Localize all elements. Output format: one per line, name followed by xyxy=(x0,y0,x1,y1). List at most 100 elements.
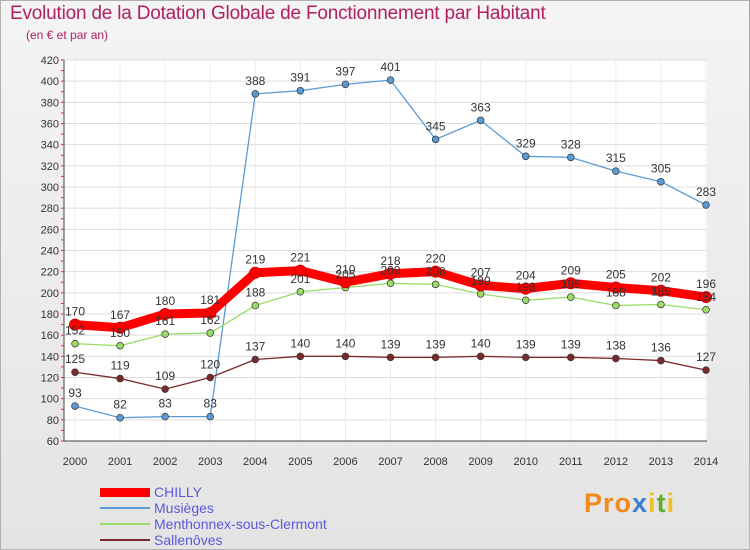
data-point xyxy=(116,374,124,383)
data-label: 209 xyxy=(380,263,400,277)
y-tick-label: 400 xyxy=(41,76,59,88)
legend-label: Sallenôves xyxy=(154,532,223,548)
data-label: 184 xyxy=(696,290,716,304)
data-label: 120 xyxy=(200,358,220,372)
data-label: 93 xyxy=(68,386,82,400)
data-point xyxy=(116,342,124,350)
data-point xyxy=(654,284,667,297)
data-label: 162 xyxy=(200,313,220,327)
data-label: 219 xyxy=(245,253,265,267)
data-point xyxy=(206,412,214,421)
y-tick-label: 120 xyxy=(41,373,59,385)
data-point xyxy=(612,301,620,310)
data-label: 127 xyxy=(696,350,716,364)
proxiti-logo: Proxiti xyxy=(584,488,676,518)
data-label: 180 xyxy=(155,294,175,308)
data-point xyxy=(700,291,712,304)
data-point xyxy=(161,330,169,338)
data-label: 305 xyxy=(651,162,671,176)
data-point xyxy=(71,402,79,410)
data-point xyxy=(161,412,169,421)
x-tick-label: 2006 xyxy=(333,456,357,468)
data-point xyxy=(567,293,575,301)
data-label: 139 xyxy=(516,337,536,351)
data-point xyxy=(702,366,710,374)
data-point xyxy=(71,368,79,376)
data-label: 283 xyxy=(696,185,716,199)
data-point xyxy=(71,339,79,348)
data-point xyxy=(521,296,530,304)
chart-subtitle: (en € et par an) xyxy=(26,28,109,42)
y-tick-label: 380 xyxy=(41,97,59,109)
x-tick-label: 2004 xyxy=(243,456,267,468)
data-point xyxy=(702,306,710,314)
data-point xyxy=(657,300,665,309)
data-point xyxy=(657,356,665,365)
y-tick-label: 300 xyxy=(41,182,59,194)
data-point xyxy=(386,76,395,84)
data-label: 328 xyxy=(561,137,581,151)
data-label: 205 xyxy=(335,268,355,282)
data-label: 196 xyxy=(561,277,581,291)
data-label: 83 xyxy=(158,397,172,411)
data-label: 138 xyxy=(606,338,626,352)
data-point xyxy=(251,301,260,310)
legend-swatch xyxy=(100,487,150,497)
legend-item: CHILLY xyxy=(100,484,327,500)
data-label: 209 xyxy=(561,263,581,277)
data-point xyxy=(339,276,352,289)
data-point xyxy=(612,167,620,175)
x-tick-label: 2002 xyxy=(153,456,177,468)
y-tick-label: 340 xyxy=(41,140,59,152)
data-label: 210 xyxy=(335,262,355,276)
legend-item: Sallenôves xyxy=(100,532,327,548)
data-label: 139 xyxy=(426,337,446,351)
x-tick-label: 2011 xyxy=(559,456,583,468)
data-point xyxy=(609,281,622,294)
legend-label: Musièges xyxy=(154,500,214,516)
y-tick-label: 220 xyxy=(41,267,59,279)
data-point xyxy=(429,265,442,278)
data-point xyxy=(521,353,530,362)
data-label: 193 xyxy=(516,280,536,294)
data-label: 119 xyxy=(111,359,130,373)
x-tick-label: 2000 xyxy=(63,456,87,468)
data-point xyxy=(341,352,350,361)
data-point xyxy=(249,266,262,279)
data-point xyxy=(476,116,485,125)
x-tick-label: 2010 xyxy=(513,456,537,468)
data-label: 202 xyxy=(651,271,671,285)
data-label: 388 xyxy=(245,74,265,88)
data-point xyxy=(341,80,350,89)
data-point xyxy=(116,413,124,422)
y-tick-label: 240 xyxy=(41,246,59,258)
data-point xyxy=(521,152,530,161)
data-point xyxy=(564,277,577,290)
x-tick-label: 2013 xyxy=(649,456,673,468)
data-point xyxy=(161,385,169,393)
data-label: 315 xyxy=(606,151,626,165)
data-label: 167 xyxy=(110,308,130,322)
data-point xyxy=(69,318,81,331)
chart-legend: CHILLY Musièges Menthonnex-sous-Clermont Sa… xyxy=(100,484,327,548)
data-point xyxy=(114,321,127,334)
data-point xyxy=(431,353,440,362)
data-point xyxy=(386,279,395,288)
data-label: 137 xyxy=(245,340,265,354)
legend-label: Menthonnex-sous-Clermont xyxy=(154,516,327,532)
data-label: 201 xyxy=(290,272,310,286)
legend-label: CHILLY xyxy=(154,484,202,500)
data-point xyxy=(657,177,665,186)
data-label: 140 xyxy=(335,336,355,350)
y-tick-label: 160 xyxy=(41,330,59,342)
data-point xyxy=(474,279,487,292)
data-label: 109 xyxy=(155,369,175,383)
data-label: 170 xyxy=(65,305,85,319)
data-label: 199 xyxy=(471,274,491,288)
data-label: 221 xyxy=(290,251,310,265)
data-point xyxy=(296,352,305,361)
data-label: 205 xyxy=(606,268,626,282)
data-label: 140 xyxy=(471,336,491,350)
data-point xyxy=(476,290,485,298)
x-tick-label: 2003 xyxy=(198,456,222,468)
